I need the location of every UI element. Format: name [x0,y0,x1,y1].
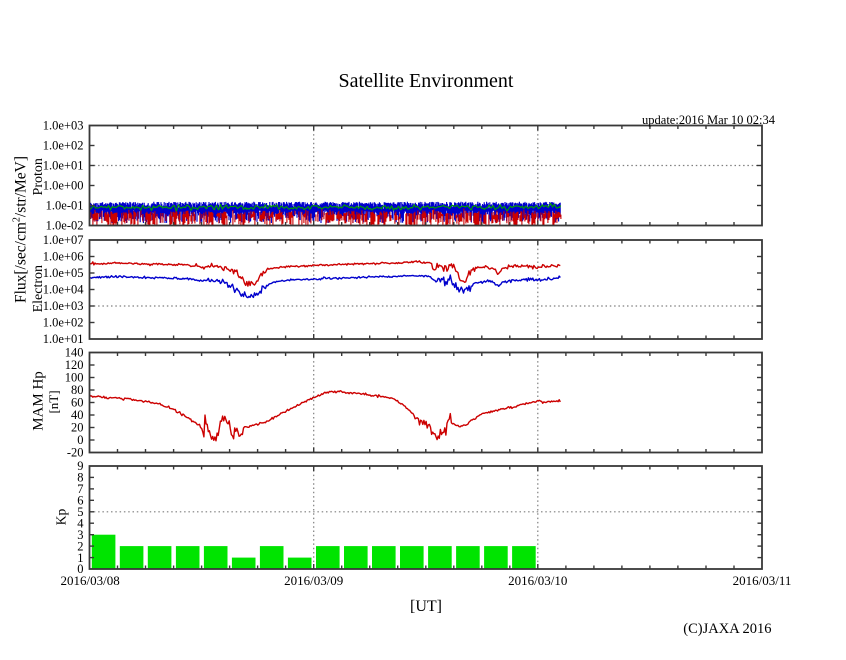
svg-text:Proton: Proton [31,158,46,195]
svg-text:100: 100 [65,371,84,385]
svg-text:update:2016 Mar 10 02:34: update:2016 Mar 10 02:34 [642,113,776,127]
svg-text:9: 9 [77,459,83,473]
svg-text:1.0e+01: 1.0e+01 [43,159,84,173]
svg-text:1.0e+07: 1.0e+07 [43,233,84,247]
svg-text:1.0e+02: 1.0e+02 [43,139,84,153]
svg-text:2016/03/10: 2016/03/10 [508,573,567,588]
svg-text:4: 4 [77,516,84,530]
svg-text:6: 6 [77,494,83,508]
svg-text:0: 0 [77,562,83,576]
svg-text:20: 20 [71,421,84,435]
svg-text:2016/03/09: 2016/03/09 [284,573,343,588]
svg-text:1.0e+06: 1.0e+06 [43,250,84,264]
svg-text:[UT]: [UT] [410,598,442,615]
svg-text:[nT]: [nT] [46,390,61,413]
svg-text:1.0e-02: 1.0e-02 [46,219,84,233]
svg-text:5: 5 [77,505,83,519]
svg-text:MAM Hp: MAM Hp [31,371,47,431]
svg-text:140: 140 [65,346,84,360]
svg-text:3: 3 [77,528,83,542]
svg-text:Electron: Electron [31,265,46,312]
svg-text:1.0e+01: 1.0e+01 [43,332,84,346]
svg-text:Flux[/sec/cm2/str/MeV]: Flux[/sec/cm2/str/MeV] [12,156,30,303]
svg-text:1: 1 [77,551,83,565]
svg-text:0: 0 [77,433,83,447]
svg-text:1.0e+03: 1.0e+03 [43,299,84,313]
svg-text:Satellite Environment: Satellite Environment [339,70,514,92]
svg-text:2016/03/08: 2016/03/08 [60,573,119,588]
svg-text:8: 8 [77,471,83,485]
svg-text:1.0e+04: 1.0e+04 [43,283,84,297]
svg-text:7: 7 [77,482,83,496]
svg-text:1.0e+03: 1.0e+03 [43,119,84,133]
svg-text:2016/03/11: 2016/03/11 [733,573,792,588]
svg-text:40: 40 [71,408,84,422]
svg-text:-20: -20 [67,446,84,460]
svg-text:1.0e+05: 1.0e+05 [43,266,84,280]
svg-text:(C)JAXA 2016: (C)JAXA 2016 [683,621,771,637]
svg-text:2: 2 [77,539,83,553]
svg-text:1.0e+00: 1.0e+00 [43,179,84,193]
svg-text:1.0e+02: 1.0e+02 [43,316,84,330]
svg-text:120: 120 [65,358,84,372]
svg-text:60: 60 [71,396,84,410]
svg-text:80: 80 [71,383,84,397]
svg-text:1.0e-01: 1.0e-01 [46,199,84,213]
svg-text:Kp: Kp [54,509,69,526]
